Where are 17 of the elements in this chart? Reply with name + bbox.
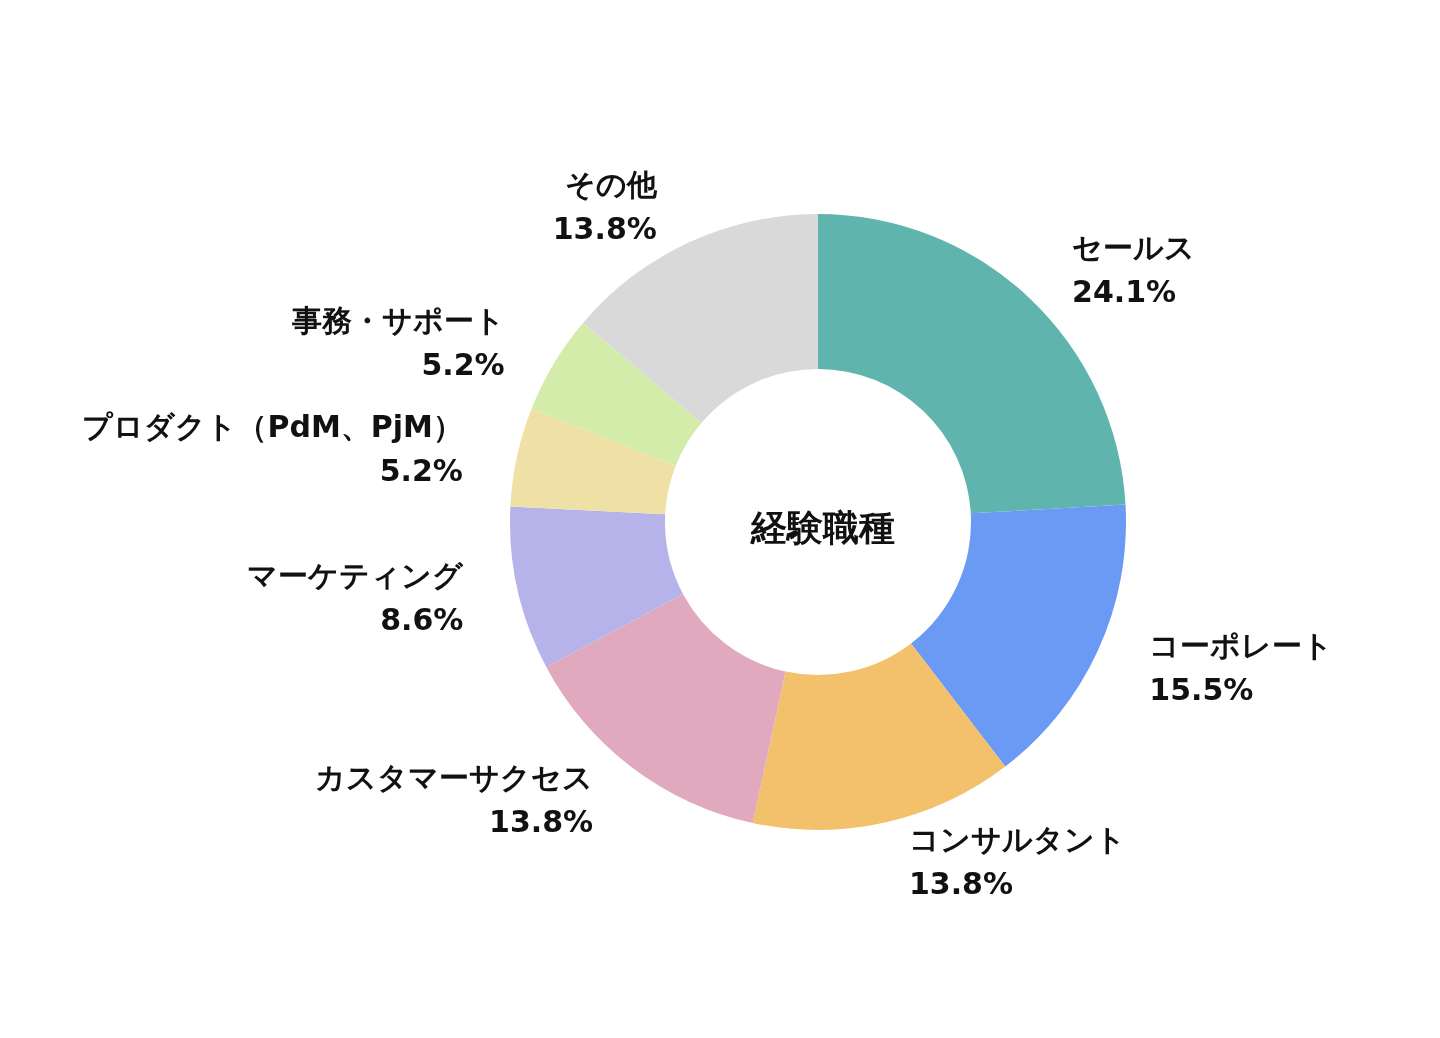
slice-label: カスタマーサクセス [315, 760, 594, 796]
data-label: 5.2% [379, 452, 463, 488]
slice-label: その他 [564, 166, 658, 202]
data-label: 13.8% [908, 866, 1013, 902]
data-label: 8.6% [380, 602, 464, 638]
text: 経験職種 [750, 506, 895, 548]
data-label: 13.8% [489, 804, 594, 840]
slice-label: コンサルタント [908, 822, 1126, 858]
slice-label: コーポレート [1149, 627, 1334, 663]
data-label: 24.1% [1072, 273, 1177, 309]
slice-label: プロダクト（PdM、PjM） [82, 408, 463, 444]
slice-label: 事務・サポート [290, 303, 505, 339]
data-label: 15.5% [1149, 671, 1254, 707]
slice-label: マーケティング [247, 558, 465, 594]
data-label: 5.2% [421, 347, 505, 383]
slice-label: セールス [1072, 229, 1196, 265]
data-label: 13.8% [552, 210, 657, 246]
